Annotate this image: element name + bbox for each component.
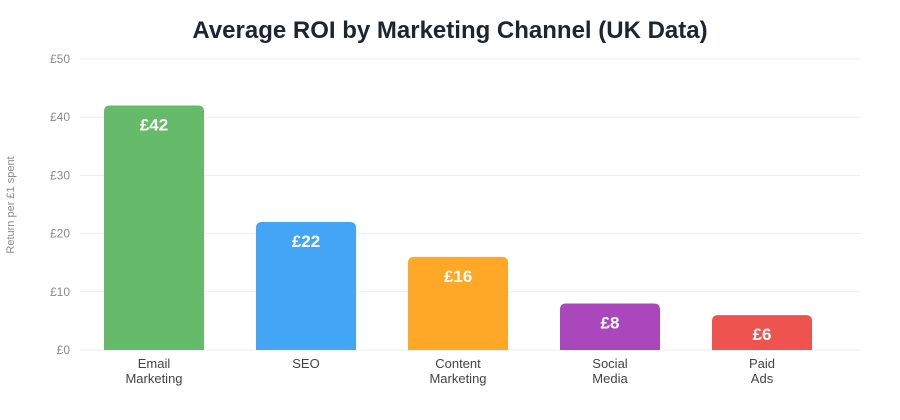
data-label: £6: [753, 325, 772, 344]
bar: [408, 256, 508, 350]
x-tick-label: Email Marketing: [125, 356, 182, 386]
x-tick-label: Paid Ads: [749, 356, 775, 386]
x-tick-label: Content Marketing: [429, 356, 486, 386]
x-tick-label-line: Content: [435, 356, 481, 371]
bar: [256, 221, 356, 350]
x-tick-label: SEO: [292, 356, 319, 371]
x-tick-label-line: Marketing: [125, 371, 182, 386]
y-tick-label: £40: [50, 110, 70, 124]
chart-title: Average ROI by Marketing Channel (UK Dat…: [192, 17, 707, 44]
y-tick-label: £20: [50, 227, 70, 241]
bars: [104, 105, 812, 350]
data-labels: £42 £22 £16 £8 £6: [140, 116, 772, 345]
x-tick-label-line: Ads: [751, 371, 774, 386]
x-tick-label-line: Marketing: [429, 371, 486, 386]
data-label: £42: [140, 116, 168, 135]
data-label: £8: [601, 313, 620, 332]
y-tick-label: £30: [50, 168, 70, 182]
x-tick-label-line: Media: [592, 371, 628, 386]
bar: [104, 105, 204, 350]
bar: [560, 303, 660, 350]
data-label: £22: [292, 232, 320, 251]
y-tick-label: £0: [57, 343, 71, 357]
data-label: £16: [444, 267, 472, 286]
y-axis-label: Return per £1 spent: [5, 156, 17, 253]
y-tick-label: £50: [50, 52, 70, 66]
x-tick-label-line: Paid: [749, 356, 775, 371]
x-tick-label: Social Media: [592, 356, 628, 386]
x-tick-label-line: Social: [592, 356, 628, 371]
x-tick-label-line: Email: [138, 356, 171, 371]
x-tick-label-line: SEO: [292, 356, 319, 371]
bar: [712, 315, 812, 350]
y-tick-labels: £0 £10 £20 £30 £40 £50: [50, 52, 70, 357]
y-tick-label: £10: [50, 285, 70, 299]
